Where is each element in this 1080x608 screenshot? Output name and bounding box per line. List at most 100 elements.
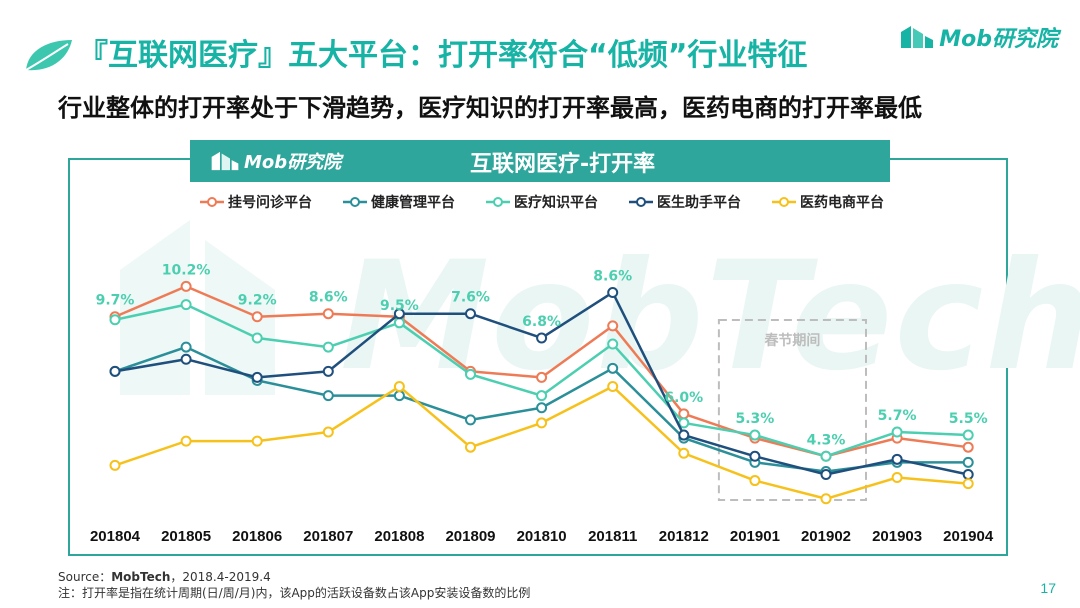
- data-point: [393, 308, 405, 320]
- data-point: [251, 435, 263, 447]
- data-point: [962, 478, 974, 490]
- data-point: [180, 353, 192, 365]
- legend-label: 医疗知识平台: [514, 195, 598, 211]
- data-point: [678, 408, 690, 420]
- legend-swatch: [343, 197, 367, 207]
- data-point: [820, 493, 832, 505]
- x-tick-label: 201808: [374, 528, 424, 545]
- legend-item: 健康管理平台: [343, 192, 486, 212]
- legend-item: 医疗知识平台: [486, 192, 629, 212]
- series-line-1: [114, 285, 969, 458]
- x-tick-label: 201810: [517, 528, 567, 545]
- x-tick-label: 201901: [730, 528, 780, 545]
- data-label: 9.5%: [380, 298, 419, 314]
- data-point: [749, 475, 761, 487]
- banner-brand-name: Mob研究院: [244, 152, 342, 173]
- data-point: [607, 286, 619, 298]
- x-tick-label: 201804: [90, 528, 141, 545]
- data-point: [891, 426, 903, 438]
- data-point: [536, 402, 548, 414]
- data-point: [465, 414, 476, 426]
- x-tick-label: 201807: [303, 528, 353, 545]
- data-label: 5.7%: [878, 408, 917, 424]
- banner-brand: Mob研究院: [210, 148, 341, 174]
- page-subtitle: 行业整体的打开率处于下滑趋势，医疗知识的打开率最高，医药电商的打开率最低: [58, 94, 922, 122]
- data-point: [109, 365, 121, 377]
- x-tick-label: 201806: [232, 528, 282, 545]
- legend-label: 健康管理平台: [371, 195, 455, 211]
- chart-banner: [190, 140, 890, 182]
- annotation-label: 春节期间: [763, 332, 820, 349]
- footnote: 注：打开率是指在统计周期(日/周/月)内，该App的活跃设备数占该App安装设备…: [58, 586, 531, 600]
- data-point: [465, 368, 476, 380]
- data-label: 8.6%: [309, 290, 348, 306]
- data-point: [251, 311, 263, 323]
- data-label: 4.3%: [807, 432, 846, 448]
- x-tick-label: 201902: [801, 528, 851, 545]
- brand-logo: Mob研究院: [899, 20, 1058, 54]
- data-point: [251, 332, 263, 344]
- data-label: 9.2%: [238, 293, 277, 309]
- legend-item: 医药电商平台: [772, 192, 915, 212]
- legend-label: 挂号问诊平台: [228, 195, 312, 211]
- annotation-box: [717, 319, 868, 501]
- legend-label: 医药电商平台: [800, 195, 884, 211]
- data-point: [180, 299, 192, 311]
- data-point: [607, 381, 619, 393]
- data-point: [322, 390, 334, 402]
- data-point: [180, 280, 192, 292]
- x-tick-label: 201805: [161, 528, 211, 545]
- data-label: 8.6%: [593, 268, 632, 284]
- data-point: [536, 390, 548, 402]
- data-label: 10.2%: [162, 262, 211, 278]
- data-point: [322, 341, 334, 353]
- data-label: 6.8%: [522, 314, 561, 330]
- x-tick-label: 201811: [588, 528, 637, 545]
- data-point: [678, 417, 690, 429]
- x-tick-label: 201904: [943, 528, 994, 545]
- data-point: [820, 450, 832, 462]
- data-label: 5.5%: [949, 411, 988, 427]
- data-point: [465, 308, 476, 320]
- legend-label: 医生助手平台: [657, 195, 741, 211]
- data-point: [962, 441, 974, 453]
- data-point: [322, 426, 334, 438]
- legend-item: 医生助手平台: [629, 192, 772, 212]
- source-line: Source：MobTech，2018.4-2019.4: [58, 568, 271, 585]
- data-point: [393, 317, 405, 329]
- data-point: [891, 453, 903, 465]
- data-label: 9.7%: [96, 293, 135, 309]
- data-label: 6.0%: [664, 390, 703, 406]
- data-point: [891, 472, 903, 484]
- chart-legend: 挂号问诊平台 健康管理平台 医疗知识平台 医生助手平台 医药电商平台: [200, 192, 915, 212]
- data-point: [393, 381, 405, 393]
- x-tick-label: 201809: [445, 528, 495, 545]
- data-point: [607, 338, 619, 350]
- page-title: 『互联网医疗』五大平台：打开率符合“低频”行业特征: [78, 38, 808, 73]
- legend-swatch: [629, 197, 653, 207]
- data-label: 7.6%: [451, 290, 490, 306]
- data-point: [109, 314, 121, 326]
- brand-name: Mob研究院: [939, 27, 1058, 52]
- data-point: [322, 308, 334, 320]
- data-point: [607, 320, 619, 332]
- page-number: 17: [1040, 580, 1056, 596]
- data-point: [465, 441, 476, 453]
- legend-item: 挂号问诊平台: [200, 192, 343, 212]
- data-point: [962, 468, 974, 480]
- data-point: [749, 429, 761, 441]
- data-point: [536, 417, 548, 429]
- data-point: [962, 456, 974, 468]
- data-point: [180, 435, 192, 447]
- source-period: ，2018.4-2019.4: [170, 570, 271, 584]
- data-point: [251, 371, 263, 383]
- data-point: [678, 447, 690, 459]
- data-point: [180, 341, 192, 353]
- x-tick-label: 201903: [872, 528, 922, 545]
- data-point: [678, 429, 690, 441]
- x-tick-label: 201812: [659, 528, 709, 545]
- data-point: [607, 362, 619, 374]
- legend-swatch: [772, 197, 796, 207]
- leaf-icon: [25, 40, 72, 71]
- legend-swatch: [200, 197, 224, 207]
